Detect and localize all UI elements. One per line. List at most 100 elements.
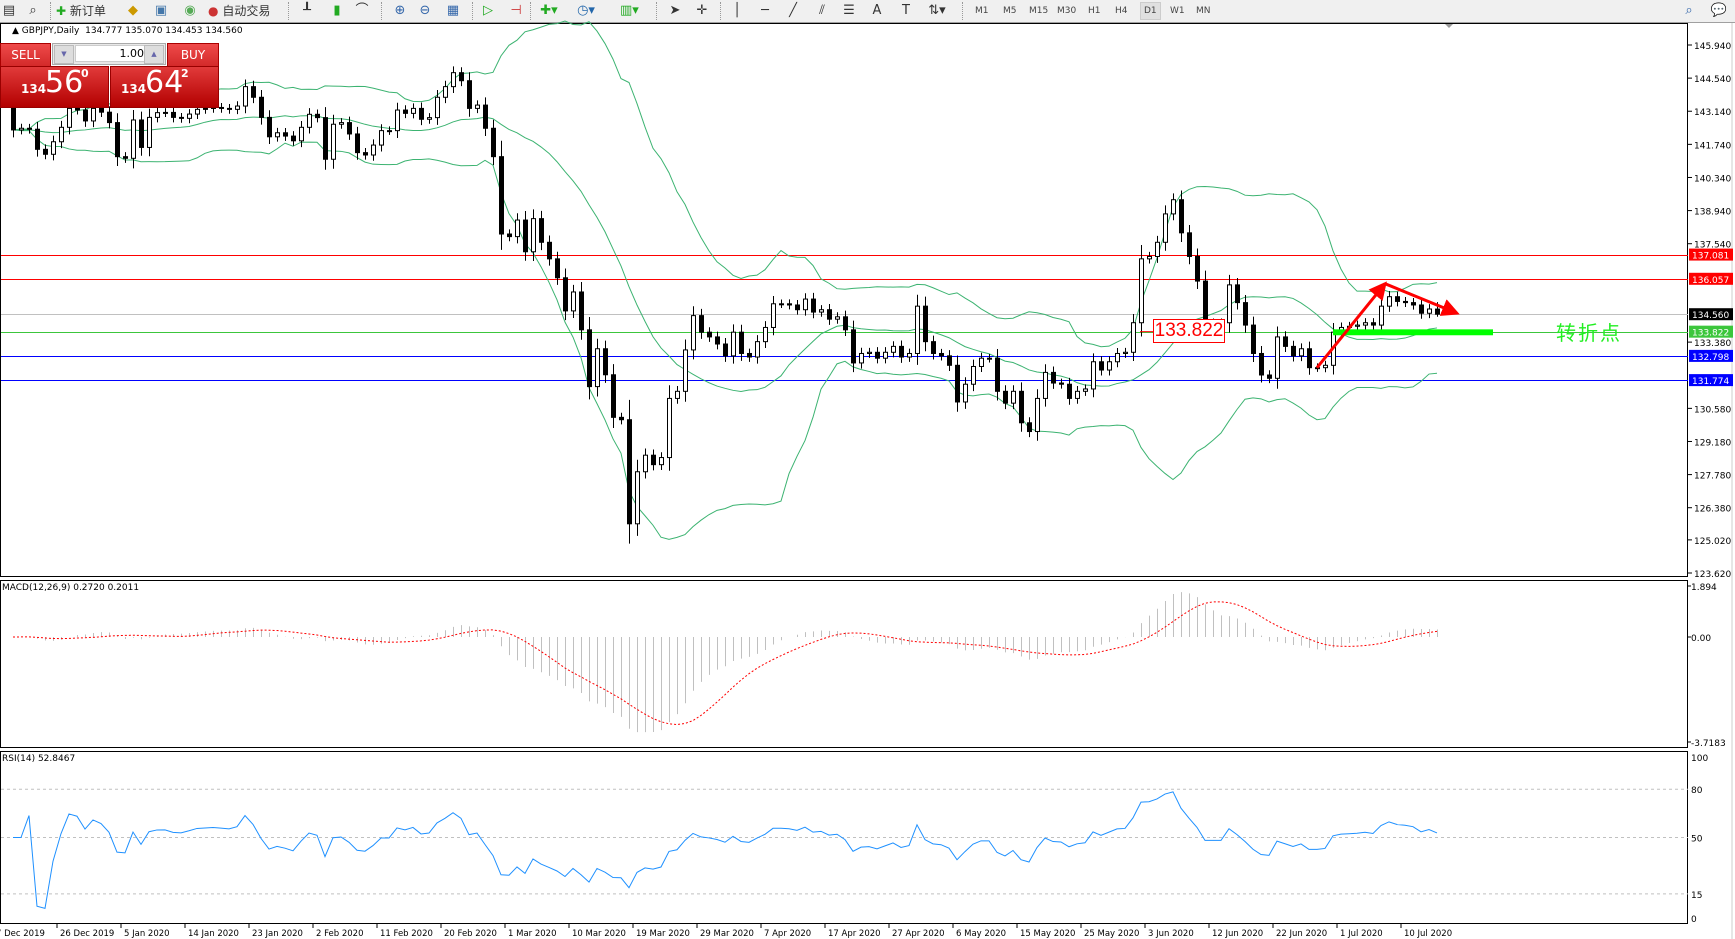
candle-body-bear [267, 116, 272, 138]
arrows-icon[interactable]: ⇅▾ [928, 3, 946, 18]
timeframe-d1[interactable]: D1 [1140, 2, 1161, 20]
level-price-badge [1689, 272, 1733, 285]
candle [1251, 316, 1256, 362]
candle [1115, 347, 1120, 368]
chart-title: ▲ GBPJPY,Daily 134.777 135.070 134.453 1… [12, 26, 243, 36]
signals-icon[interactable]: ◉ [184, 3, 196, 18]
zoom-out-icon[interactable]: ⊖ [419, 3, 431, 18]
new-chart-icon[interactable]: ▤ [2, 3, 16, 18]
zoom-in-icon[interactable]: ⊕ [394, 3, 406, 18]
level-price-label: 134.560 [1692, 311, 1729, 321]
buy-button[interactable]: BUY [167, 43, 219, 67]
lots-input[interactable] [75, 45, 147, 62]
candle-body-bear [315, 113, 320, 119]
candle-body-bear [419, 107, 424, 120]
candle-body-bear [939, 352, 944, 357]
buy-price[interactable]: 134 64 2 [110, 65, 219, 108]
toolbar-separator [50, 2, 52, 20]
timeframe-m15[interactable]: M15 [1029, 6, 1049, 16]
candle [1011, 385, 1016, 410]
horizontal-line-icon[interactable]: ─ [761, 3, 769, 18]
candle [363, 148, 368, 160]
candle-body-bear [947, 355, 952, 366]
indicators-icon[interactable]: ✚▾ [540, 3, 558, 18]
turning-point-text[interactable]: 转折点 [1556, 321, 1622, 345]
candle [547, 235, 552, 266]
lots-increase-button[interactable]: ▲ [144, 45, 164, 64]
lots-decrease-button[interactable]: ▼ [54, 45, 74, 64]
timeframe-w1[interactable]: W1 [1170, 6, 1185, 16]
chat-icon[interactable]: 💬 [1710, 3, 1728, 18]
collapse-triangle-icon[interactable]: ▲ [12, 26, 19, 36]
candle [171, 107, 176, 123]
profiles-icon[interactable]: ⌕ [29, 3, 37, 18]
candle-body-bull [515, 219, 520, 238]
date-label: 26 Dec 2019 [60, 929, 114, 939]
toolbar-separator [381, 2, 383, 20]
vertical-line-icon[interactable]: │ [733, 3, 741, 18]
candle-body-bear [115, 122, 120, 158]
crosshair-icon[interactable]: ✛ [696, 3, 708, 18]
candle [1163, 205, 1168, 251]
candle-body-bear [619, 416, 624, 421]
candle [299, 121, 304, 148]
timeframe-mn[interactable]: MN [1196, 6, 1211, 16]
templates-icon[interactable]: ▥▾ [620, 3, 639, 18]
price-tick-label: 125.020 [1694, 537, 1731, 547]
line-chart-icon[interactable]: ⌒ [355, 3, 369, 18]
timeframe-m5[interactable]: M5 [1003, 6, 1017, 16]
timeframe-h1[interactable]: H1 [1088, 6, 1101, 16]
sell-price-point: 0 [81, 67, 89, 80]
candle-body-bull [1171, 199, 1176, 215]
candlestick-icon[interactable]: ▮ [333, 3, 341, 18]
equidistant-channel-icon[interactable]: ⫽ [819, 3, 825, 18]
main-pane-frame [0, 23, 1688, 577]
candle [235, 101, 240, 115]
candle [1027, 417, 1032, 438]
price-annotation-label[interactable]: 133.822 [1153, 319, 1225, 343]
navigator-icon[interactable]: ▣ [154, 3, 168, 18]
candle-body-bear [1259, 352, 1264, 376]
candle-body-bear [699, 315, 704, 333]
new-order-button[interactable]: ✚ 新订单 [56, 2, 106, 20]
candle [715, 331, 720, 350]
timeframe-h4[interactable]: H4 [1115, 6, 1128, 16]
candle [1091, 353, 1096, 398]
auto-trading-button[interactable]: ● 自动交易 [208, 2, 270, 20]
candle [1363, 318, 1368, 330]
candle [731, 324, 736, 364]
autoscroll-icon[interactable]: ▷ [483, 3, 493, 18]
timeframe-m30[interactable]: M30 [1057, 6, 1077, 16]
symbol-timeframe: GBPJPY,Daily [21, 26, 80, 36]
candle-body-bull [1323, 364, 1328, 369]
candle-body-bull [907, 352, 912, 358]
periods-icon[interactable]: ◷▾ [577, 3, 595, 18]
search-icon[interactable]: ⌕ [1685, 3, 1693, 18]
candle [803, 293, 808, 316]
bar-chart-icon[interactable]: ┸ [303, 3, 311, 18]
text-icon[interactable]: A [872, 3, 882, 18]
tile-windows-icon[interactable]: ▦ [446, 3, 460, 18]
bollinger-bands [12, 20, 1438, 540]
text-label-icon[interactable]: T [902, 3, 910, 18]
sell-button[interactable]: SELL [0, 43, 51, 67]
candle [891, 341, 896, 358]
chart-shift-icon[interactable]: ⊣ [510, 3, 522, 18]
metaeditor-icon[interactable]: ◆ [128, 3, 138, 18]
candle-body-bull [59, 126, 64, 143]
candle [787, 299, 792, 310]
rsi-line [13, 791, 1438, 909]
trendline-icon[interactable]: ╱ [789, 3, 797, 18]
candle-body-bear [11, 107, 16, 131]
candle [539, 210, 544, 251]
candle-body-bear [1419, 304, 1424, 314]
candle [939, 348, 944, 361]
sell-price[interactable]: 134 56 0 [0, 65, 109, 108]
fibonacci-icon[interactable]: ☰ [843, 3, 855, 18]
cursor-icon[interactable]: ➤ [669, 3, 681, 18]
timeframe-m1[interactable]: M1 [975, 6, 989, 16]
candle-body-bear [219, 106, 224, 109]
candle-body-bear [483, 104, 488, 129]
candle-body-bear [587, 329, 592, 388]
